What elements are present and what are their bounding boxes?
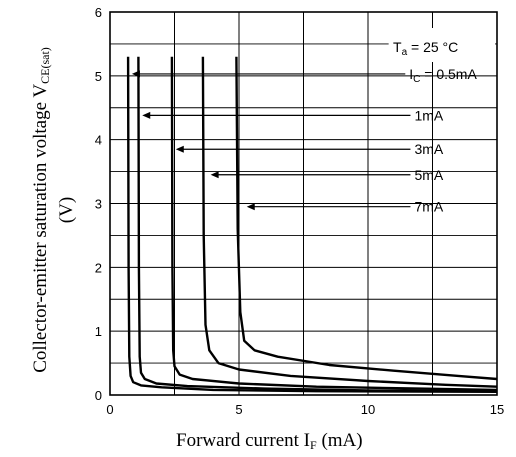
annotation-arrow-head xyxy=(142,111,151,119)
series-line xyxy=(137,56,498,393)
condition-prefix: T xyxy=(393,39,402,55)
y-tick-label: 4 xyxy=(95,133,102,148)
condition-sub: a xyxy=(402,47,408,58)
series-line xyxy=(235,56,498,381)
series-line xyxy=(170,56,498,392)
y-tick-label: 2 xyxy=(95,260,102,275)
y-tick-label: 5 xyxy=(95,69,102,84)
y-tick-label: 0 xyxy=(95,388,102,403)
svg-text:Collector-emitter saturation v: Collector-emitter saturation voltage VCE… xyxy=(30,47,52,373)
plot-border xyxy=(109,11,498,396)
series-label: 5mA xyxy=(414,167,443,183)
series-annotations: IC = 0.5mA 1mA 3mA 5mA 7mA xyxy=(131,66,477,215)
y-axis-label-sub: CE(sat) xyxy=(38,47,52,84)
annotation-arrow-head xyxy=(175,145,184,153)
annotation-arrow-head xyxy=(246,203,255,211)
x-tick-label: 5 xyxy=(235,402,242,417)
y-tick-label: 1 xyxy=(95,324,102,339)
series-label: IC = 0.5mA xyxy=(409,66,477,85)
x-axis-label-unit: (mA) xyxy=(317,430,363,451)
y-axis-label-main: Collector-emitter saturation voltage V xyxy=(30,84,51,373)
y-axis-label: Collector-emitter saturation voltage VCE… xyxy=(30,47,77,373)
series-line xyxy=(201,56,498,388)
series-label: 3mA xyxy=(414,141,443,157)
y-tick-label: 3 xyxy=(95,197,102,212)
annotation-arrow-head xyxy=(210,171,219,179)
y-tick-label: 6 xyxy=(95,5,102,20)
x-axis-label-sub: F xyxy=(310,438,317,452)
condition-label-bg xyxy=(388,28,495,62)
condition-label: Ta = 25 °C xyxy=(388,28,495,62)
svg-text:Ta = 25 °C: Ta = 25 °C xyxy=(393,39,458,58)
series-line xyxy=(126,56,498,393)
x-tick-label: 10 xyxy=(361,402,375,417)
series-label: 7mA xyxy=(414,199,443,215)
x-tick-label: 15 xyxy=(490,402,504,417)
series-lines xyxy=(126,56,498,393)
condition-suffix: = 25 °C xyxy=(407,39,458,55)
x-tick-label: 0 xyxy=(106,402,113,417)
plot-frame xyxy=(109,11,498,396)
series-label: 1mA xyxy=(414,107,443,123)
x-axis-label: Forward current IF (mA) xyxy=(176,430,363,452)
annotation-arrow-head xyxy=(131,70,140,78)
y-axis-unit: (V) xyxy=(56,197,77,223)
x-axis-label-main: Forward current I xyxy=(176,430,310,451)
tick-labels: 0 5 10 15 0 1 2 3 4 5 6 xyxy=(95,5,504,417)
